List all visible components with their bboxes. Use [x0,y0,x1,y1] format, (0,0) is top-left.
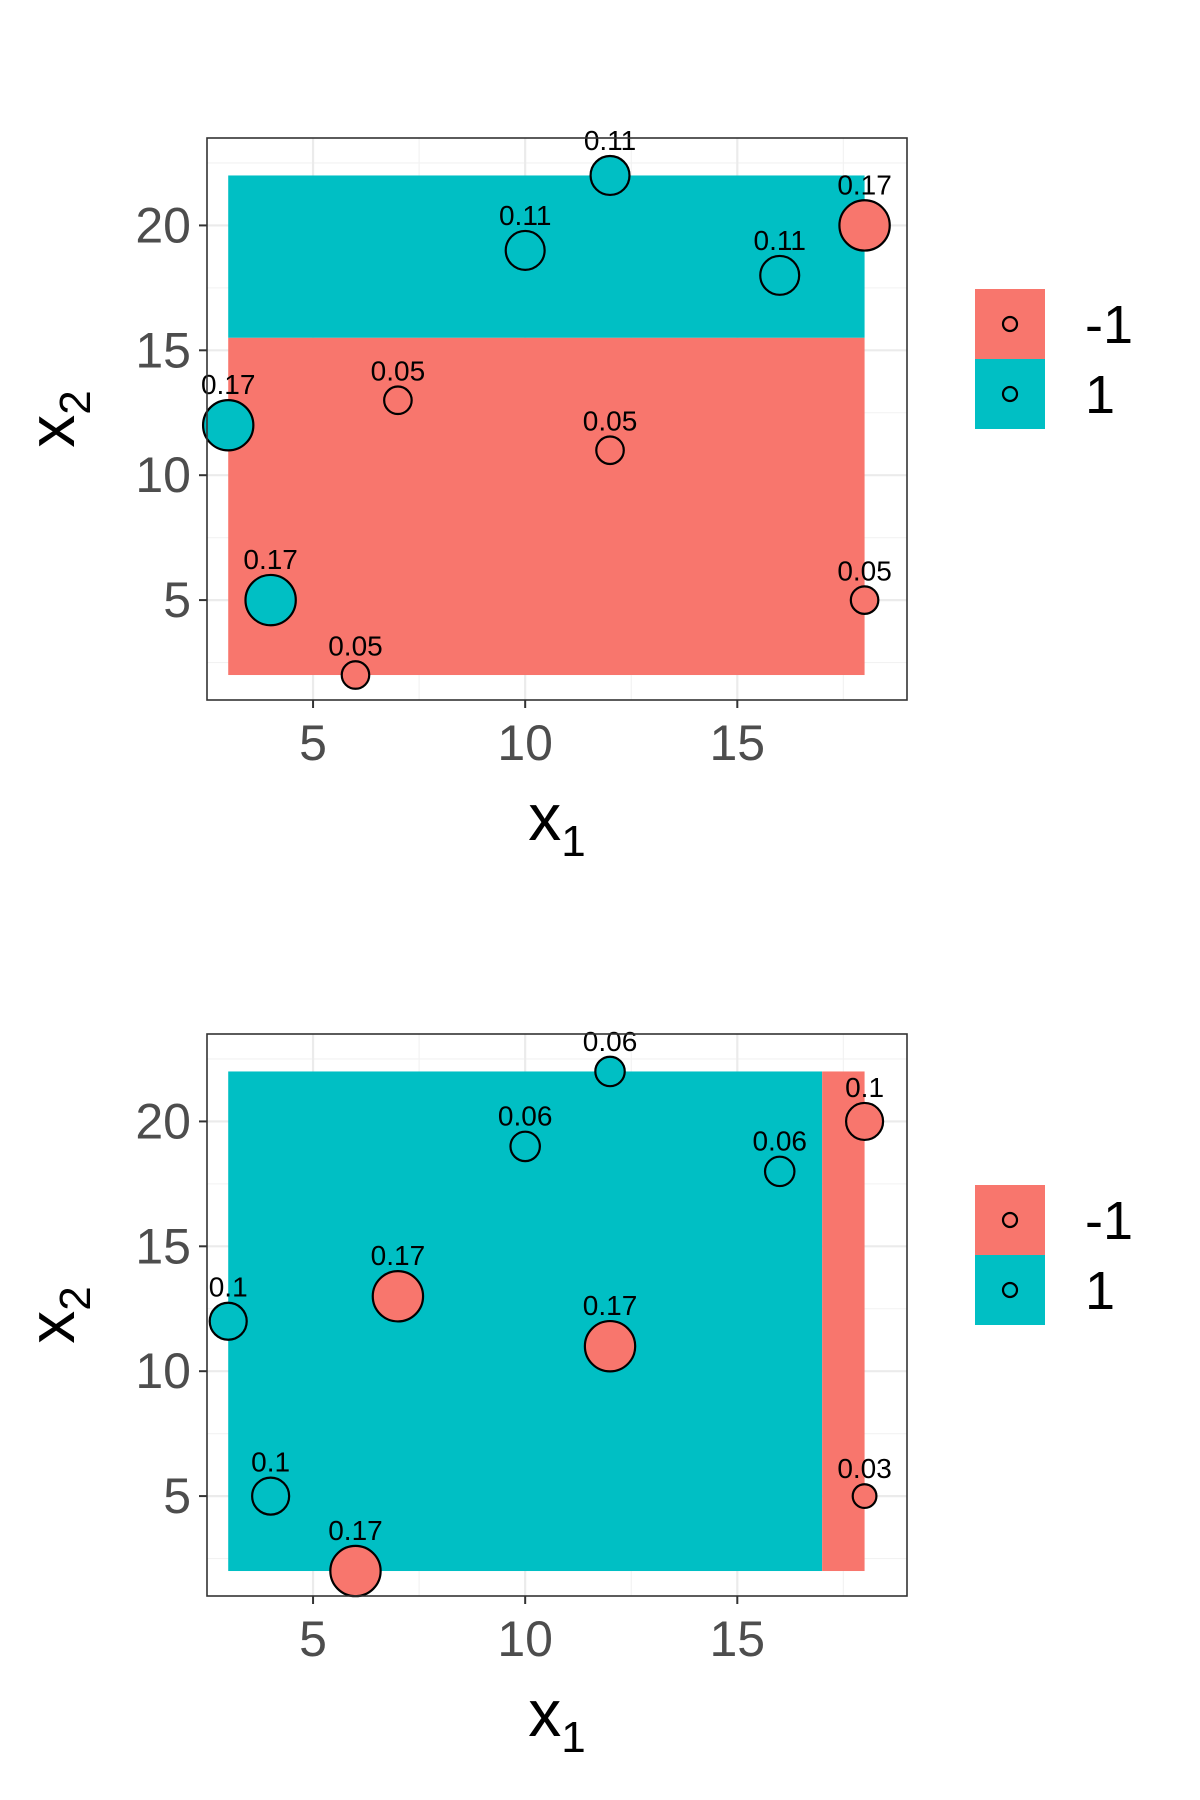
data-point-label: 0.1 [251,1447,290,1478]
y-axis-title: x2 [14,1286,100,1343]
x-tick-label: 15 [709,715,765,771]
data-point-label: 0.11 [499,200,551,231]
panel-border [206,1033,908,1597]
data-point [201,398,255,452]
region-class-pos1 [228,175,865,338]
legend-label: 1 [1085,1261,1115,1321]
x-axis-title: x1 [528,780,585,866]
legend-key [975,1185,1045,1255]
x-tick-label: 5 [299,1611,327,1667]
data-point [594,1055,626,1088]
data-point [844,1101,885,1142]
legend-label: -1 [1085,1191,1133,1251]
data-point-label: 0.17 [201,369,256,400]
panel-border [206,137,908,701]
data-point-label: 0.06 [752,1126,807,1157]
legend-key-point [1001,1281,1019,1299]
x-tick-label: 5 [299,715,327,771]
data-point [583,1319,637,1373]
y-tick-label: 15 [135,1218,191,1274]
legend: -11 [975,1185,1133,1325]
data-point [763,1155,796,1188]
x-tick-label: 10 [497,1611,553,1667]
legend-label: 1 [1085,365,1115,425]
legend-key-point [1001,1211,1019,1229]
data-point [851,1483,878,1510]
data-point-label: 0.17 [583,1290,638,1321]
data-point-label: 0.06 [583,1026,638,1057]
x-axis-title: x1 [528,1676,585,1762]
y-tick-label: 20 [135,1093,191,1149]
x-axis-title-subscript: 1 [561,817,585,866]
x-tick-label: 15 [709,1611,765,1667]
data-point [371,1270,425,1323]
x-tick-label: 10 [497,715,553,771]
data-point-label: 0.06 [498,1101,553,1132]
data-point [838,199,891,252]
legend-key [975,1255,1045,1325]
data-point [595,435,625,466]
data-point [251,1476,291,1516]
legend-label: -1 [1085,295,1133,355]
y-axis-title-subscript: 2 [51,390,100,414]
data-point [849,585,880,615]
data-point-label: 0.17 [371,1240,426,1271]
data-point [208,1301,248,1341]
data-point-label: 0.1 [209,1272,248,1303]
data-point [759,254,801,296]
chart-panel-2: 0.1 0.1 0.17 0.17 0.06 0.06 0.17 0.06 0.1 0.03 5 10… [14,1026,1133,1762]
data-point [383,385,413,416]
data-point-label: 0.05 [328,630,383,661]
legend-key [975,289,1045,359]
y-tick-label: 5 [163,1468,191,1524]
data-point-label: 0.17 [837,169,892,200]
data-point [504,229,546,271]
y-axis-title: x2 [14,390,100,447]
y-tick-label: 5 [163,572,191,628]
data-point-label: 0.05 [837,555,892,586]
data-point [589,154,631,197]
data-point-label: 0.17 [328,1515,383,1546]
data-point [244,573,297,627]
region-class-neg1 [228,337,865,676]
legend-key-point [1001,315,1019,333]
data-point-label: 0.11 [754,225,806,256]
data-point-label: 0.05 [371,356,426,387]
legend-key-point [1001,385,1019,403]
data-point-label: 0.11 [584,125,636,156]
legend: -11 [975,289,1133,429]
data-point-label: 0.05 [583,405,638,436]
legend-key [975,359,1045,429]
y-tick-label: 10 [135,1343,191,1399]
data-point [509,1130,541,1163]
chart-panel-1: 0.17 0.17 0.05 0.05 0.11 0.11 0.05 0.11 0.17 0.05… [14,125,1133,866]
data-point-label: 0.17 [243,544,298,575]
data-point-label: 0.03 [837,1453,892,1484]
y-tick-label: 10 [135,447,191,503]
y-tick-label: 15 [135,322,191,378]
y-tick-label: 20 [135,197,191,253]
data-point [340,660,371,690]
data-point [329,1544,382,1598]
x-axis-title-subscript: 1 [561,1713,585,1762]
y-axis-title-subscript: 2 [51,1286,100,1310]
data-point-label: 0.1 [845,1072,884,1103]
